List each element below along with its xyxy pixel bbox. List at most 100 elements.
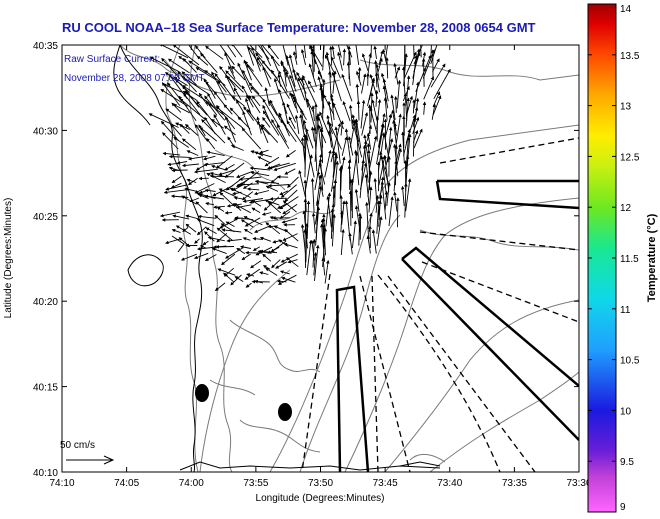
current-vector bbox=[334, 126, 341, 164]
current-vector bbox=[162, 132, 179, 150]
current-vector bbox=[224, 211, 233, 215]
current-vector bbox=[185, 124, 199, 136]
current-vector bbox=[196, 226, 207, 236]
current-vector bbox=[204, 95, 226, 121]
current-vector bbox=[237, 183, 260, 187]
current-vector bbox=[292, 95, 307, 121]
current-vector bbox=[217, 80, 227, 93]
current-vector bbox=[349, 179, 353, 212]
current-vector bbox=[242, 111, 252, 136]
current-vector bbox=[250, 171, 270, 177]
current-vector bbox=[203, 161, 225, 167]
current-vector bbox=[182, 163, 199, 168]
current-vector bbox=[218, 188, 236, 198]
current-vector bbox=[158, 45, 189, 59]
current-vector bbox=[225, 70, 242, 88]
current-vector bbox=[194, 168, 218, 174]
current-vector bbox=[326, 195, 332, 228]
current-vector bbox=[215, 106, 243, 129]
current-vector bbox=[233, 203, 252, 214]
current-vector bbox=[400, 185, 405, 206]
current-vector bbox=[172, 104, 190, 114]
current-vector bbox=[270, 176, 279, 184]
current-vector bbox=[382, 78, 389, 102]
current-vector bbox=[177, 70, 197, 93]
current-vector bbox=[314, 185, 323, 225]
current-vector bbox=[279, 211, 291, 220]
current-vector bbox=[271, 119, 290, 149]
current-vector bbox=[229, 187, 251, 198]
y-tick-label: 40:10 bbox=[33, 468, 58, 479]
current-vector bbox=[283, 242, 298, 249]
current-vector bbox=[279, 270, 290, 275]
x-tick-label: 74:10 bbox=[49, 478, 74, 489]
current-vector bbox=[185, 214, 200, 220]
current-vector bbox=[394, 95, 398, 113]
current-vector bbox=[264, 156, 280, 167]
current-vector bbox=[382, 133, 389, 157]
current-vector bbox=[260, 125, 269, 144]
current-vector bbox=[242, 237, 251, 241]
current-vector bbox=[196, 55, 209, 66]
current-vector bbox=[183, 92, 201, 115]
current-vector bbox=[348, 104, 354, 130]
current-vector bbox=[318, 162, 326, 185]
current-vector bbox=[340, 229, 345, 256]
mooring-marker bbox=[278, 403, 292, 421]
colorbar-tick-label: 11.5 bbox=[620, 254, 639, 265]
current-vector bbox=[430, 45, 432, 58]
current-vector bbox=[268, 162, 290, 170]
colorbar-tick-label: 13.5 bbox=[620, 51, 640, 62]
current-vector bbox=[341, 73, 353, 102]
current-vector bbox=[243, 228, 253, 235]
current-vector bbox=[306, 200, 311, 240]
current-vector bbox=[330, 122, 342, 163]
colorbar-tick-label: 10 bbox=[620, 406, 632, 417]
current-vector bbox=[282, 200, 297, 213]
current-vector bbox=[310, 50, 314, 78]
current-vector bbox=[369, 107, 378, 135]
current-vector bbox=[236, 247, 246, 255]
current-vector bbox=[203, 155, 216, 161]
current-vector bbox=[280, 184, 297, 198]
y-tick-label: 40:15 bbox=[33, 383, 58, 394]
current-vector bbox=[342, 48, 347, 66]
current-vector bbox=[219, 192, 235, 207]
colorbar: 9 9.5 10 10.5 11 11.5 12 12.5 13 13.5 14 Temperatu… bbox=[587, 3, 658, 513]
current-vector bbox=[234, 276, 244, 282]
current-vector bbox=[282, 67, 287, 87]
current-vector bbox=[285, 54, 296, 88]
current-vector bbox=[374, 89, 379, 107]
current-vector bbox=[259, 271, 269, 275]
current-vector bbox=[171, 168, 188, 173]
current-vector bbox=[275, 261, 288, 269]
current-vector bbox=[251, 46, 261, 72]
current-vector bbox=[376, 216, 383, 247]
current-vector bbox=[277, 123, 287, 143]
current-vector bbox=[207, 236, 225, 242]
current-vector bbox=[202, 240, 209, 246]
current-vector bbox=[354, 188, 360, 212]
current-vector bbox=[255, 246, 273, 256]
current-vector bbox=[375, 72, 380, 93]
current-vector bbox=[393, 62, 399, 85]
current-vector bbox=[348, 232, 353, 255]
current-vector bbox=[368, 135, 378, 170]
current-vector bbox=[405, 178, 412, 212]
current-vector bbox=[235, 204, 252, 209]
current-vector bbox=[284, 168, 296, 175]
current-vector bbox=[184, 90, 208, 116]
scale-arrow: 50 cm/s bbox=[60, 440, 115, 465]
y-tick-label: 40:25 bbox=[33, 212, 58, 223]
current-vector bbox=[314, 244, 320, 281]
current-vector bbox=[262, 116, 271, 128]
x-tick-label: 73:30 bbox=[566, 478, 591, 489]
current-vector bbox=[250, 260, 262, 269]
current-vector bbox=[324, 54, 335, 73]
current-vector bbox=[205, 227, 217, 234]
current-vector bbox=[213, 114, 226, 135]
current-vector bbox=[361, 53, 369, 72]
current-vector bbox=[267, 201, 282, 214]
current-vector bbox=[205, 45, 224, 60]
current-vector bbox=[284, 228, 299, 242]
